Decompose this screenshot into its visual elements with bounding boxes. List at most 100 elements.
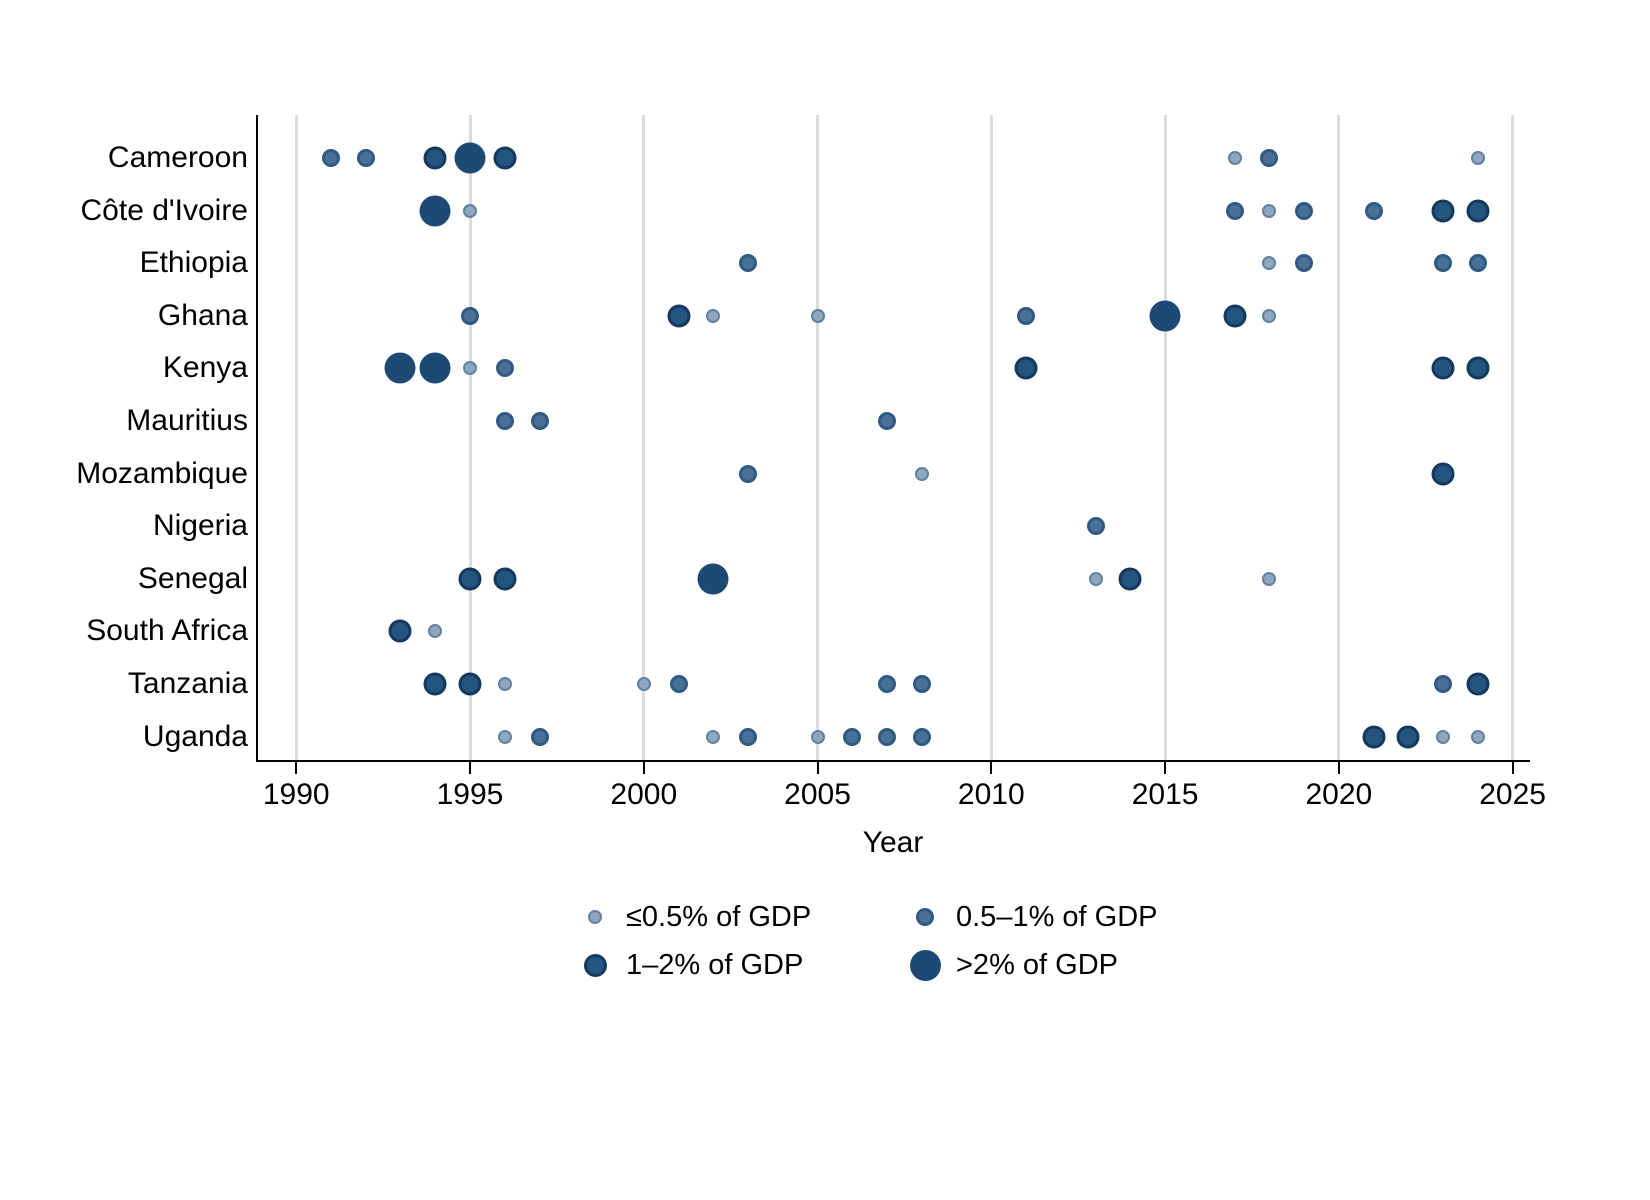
data-point <box>1468 254 1487 273</box>
data-point <box>636 677 651 691</box>
legend-item-s4: >2% of GDP <box>908 948 1228 982</box>
data-point <box>461 306 479 325</box>
country-label: Ghana <box>157 298 248 332</box>
data-point <box>1262 571 1277 586</box>
legend: ≤0.5% of GDP 0.5–1% of GDP 1–2% of GDP >2% … <box>578 900 1228 982</box>
data-point <box>843 727 862 746</box>
data-point <box>1262 203 1277 218</box>
data-point <box>419 195 451 227</box>
data-point <box>423 672 447 696</box>
data-point <box>739 464 758 483</box>
data-point <box>1431 356 1455 380</box>
data-point <box>495 412 514 430</box>
x-tick-label-2010: 2010 <box>957 778 1025 811</box>
x-tick-label-2015: 2015 <box>1131 778 1199 811</box>
data-point <box>878 727 897 746</box>
x-tick-label-2005: 2005 <box>784 778 851 811</box>
data-point <box>388 619 412 643</box>
data-point <box>1470 151 1485 165</box>
gridline-1990 <box>294 115 298 760</box>
data-point <box>1396 725 1420 749</box>
data-point <box>1364 201 1383 220</box>
x-tick-2010 <box>990 762 993 774</box>
data-point <box>810 729 825 744</box>
gridline-1995 <box>468 115 472 760</box>
legend-dot-icon <box>578 948 612 982</box>
data-point <box>1470 729 1485 744</box>
data-point <box>493 146 517 170</box>
data-point <box>1434 254 1453 273</box>
legend-dot-icon <box>578 900 612 934</box>
legend-item-s2: 0.5–1% of GDP <box>908 900 1228 934</box>
legend-dot-icon <box>908 900 942 934</box>
data-point <box>356 149 375 167</box>
data-point <box>1086 517 1105 536</box>
data-point <box>1227 151 1242 165</box>
data-point <box>1014 356 1038 380</box>
data-point <box>912 675 931 693</box>
data-point <box>667 304 691 328</box>
data-point <box>497 677 512 691</box>
data-point <box>1466 356 1490 380</box>
data-point <box>1149 300 1181 332</box>
data-point <box>878 412 897 430</box>
data-point <box>1262 308 1277 323</box>
gridline-2025 <box>1511 115 1515 760</box>
x-tick-1990 <box>295 762 298 774</box>
country-label: Kenya <box>162 351 248 385</box>
data-point <box>419 352 451 384</box>
gridline-2010 <box>989 115 993 760</box>
gridline-2000 <box>642 115 646 760</box>
data-point <box>458 672 482 696</box>
gridline-2020 <box>1337 115 1341 760</box>
data-point <box>1118 567 1142 591</box>
data-point <box>321 149 340 167</box>
data-point <box>739 727 758 746</box>
data-point <box>706 729 721 744</box>
country-label: Ethiopia <box>139 246 248 280</box>
data-point <box>493 567 517 591</box>
data-point <box>1225 201 1244 220</box>
country-label: Côte d'Ivoire <box>80 193 248 227</box>
data-point <box>1466 199 1490 223</box>
data-point <box>463 203 477 218</box>
data-point <box>1434 675 1453 693</box>
country-label: Mozambique <box>76 456 248 490</box>
gridline-2005 <box>816 115 820 760</box>
x-tick-2015 <box>1164 762 1167 774</box>
x-axis-spine <box>256 760 1530 762</box>
legend-item-s3: 1–2% of GDP <box>578 948 908 982</box>
country-label: Tanzania <box>127 667 248 700</box>
data-point <box>914 466 929 481</box>
y-axis-spine <box>256 115 258 760</box>
country-label: Nigeria <box>152 509 248 543</box>
country-label: Cameroon <box>107 141 248 174</box>
data-point <box>1362 725 1386 749</box>
x-tick-2005 <box>816 762 819 774</box>
x-tick-1995 <box>469 762 471 774</box>
data-point <box>1088 571 1103 586</box>
data-point <box>1436 729 1451 744</box>
x-tick-label-2025: 2025 <box>1479 778 1546 811</box>
data-point <box>497 729 512 744</box>
country-label: Mauritius <box>126 404 248 437</box>
legend-label: >2% of GDP <box>956 948 1118 981</box>
x-axis-title: Year <box>862 826 924 859</box>
legend-label: 0.5–1% of GDP <box>956 900 1158 933</box>
x-tick-label-1990: 1990 <box>262 778 330 811</box>
x-tick-2000 <box>642 762 645 774</box>
data-point <box>495 359 514 378</box>
data-point <box>458 567 482 591</box>
data-point <box>1466 672 1490 696</box>
x-tick-label-1995: 1995 <box>436 778 504 811</box>
country-label: Uganda <box>142 719 248 753</box>
gridline-2015 <box>1163 115 1167 760</box>
data-point <box>454 142 486 174</box>
data-point <box>1260 149 1279 167</box>
data-point <box>810 308 825 323</box>
country-label: Senegal <box>137 561 248 595</box>
country-label: South Africa <box>86 614 248 648</box>
data-point <box>428 624 443 639</box>
data-point <box>384 352 416 384</box>
